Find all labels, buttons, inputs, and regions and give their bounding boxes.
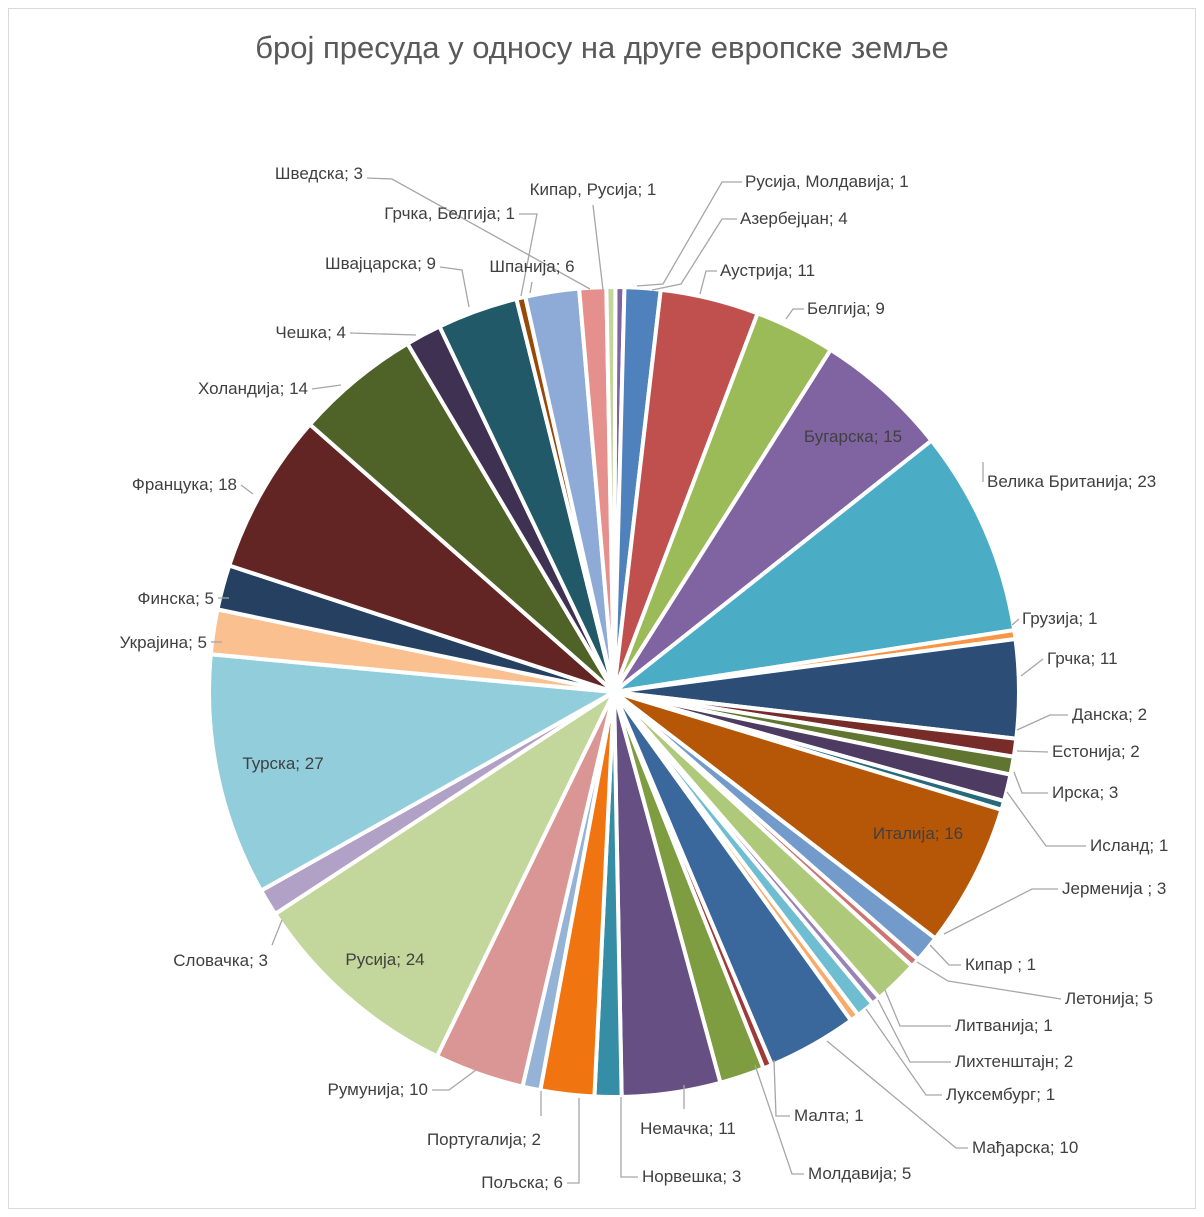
pie-slice <box>612 347 934 694</box>
slice-label: Турска; 27 <box>242 754 323 773</box>
leader-line <box>271 919 283 946</box>
leader-line <box>366 177 591 290</box>
leader-line <box>439 266 470 308</box>
leader-line <box>240 484 254 495</box>
leader-line <box>349 332 417 336</box>
leader-line <box>636 181 742 287</box>
slice-label: Пољска; 6 <box>481 1173 563 1192</box>
slice-label: Финска; 5 <box>138 589 214 608</box>
leader-line <box>311 384 342 390</box>
slice-label: Русија; 24 <box>345 950 424 969</box>
pie-slice <box>207 652 616 893</box>
leader-line <box>1016 750 1049 753</box>
slice-label: Естонија; 2 <box>1052 742 1140 761</box>
pie-slice <box>604 284 618 694</box>
slice-label: Кипар, Русија; 1 <box>530 180 657 199</box>
pie-slices <box>207 284 1021 1100</box>
slice-label: Лихтенштајн; 2 <box>955 1052 1073 1071</box>
slice-label: Луксембург; 1 <box>946 1085 1055 1104</box>
leader-line <box>529 281 533 294</box>
leader-line <box>884 989 951 1027</box>
pie-slice <box>612 690 1004 941</box>
leader-lines <box>211 177 1086 1184</box>
leader-line <box>943 888 1058 935</box>
pie-slice <box>227 422 616 694</box>
slice-label: Кипар ; 1 <box>965 955 1036 974</box>
leader-line <box>1011 618 1020 626</box>
leader-line <box>1013 771 1048 794</box>
slice-label: Азербејџан; 4 <box>740 209 848 228</box>
leader-line <box>592 204 604 291</box>
slice-label: Литванија; 1 <box>955 1016 1053 1035</box>
slice-label: Италија; 16 <box>873 824 963 843</box>
leader-line <box>519 213 538 297</box>
leader-line <box>785 308 804 320</box>
slice-label: Грчка; 11 <box>1047 649 1118 668</box>
leader-line <box>432 1069 477 1091</box>
leader-line <box>916 961 1062 1000</box>
leader-line <box>699 270 717 295</box>
leader-line <box>651 218 737 291</box>
leader-line <box>1020 658 1044 677</box>
slice-label: Бугарска; 15 <box>804 427 902 446</box>
pie-slice <box>612 438 1017 694</box>
slice-label: Молдавија; 5 <box>808 1164 911 1183</box>
slice-label: Шпанија; 6 <box>489 257 574 276</box>
slice-label: Чешка; 4 <box>275 323 346 342</box>
slice-label: Грчка, Белгија; 1 <box>384 204 515 223</box>
slice-label: Русија, Молдавија; 1 <box>745 172 909 191</box>
pie-slice <box>273 690 616 1059</box>
chart-frame <box>8 8 1196 1209</box>
slice-label: Данска; 2 <box>1072 705 1147 724</box>
leader-line <box>620 1097 638 1178</box>
leader-line <box>865 1008 942 1096</box>
slice-label: Швајцарска; 9 <box>325 254 436 273</box>
leader-line <box>1016 714 1068 731</box>
slice-labels: Русија, Молдавија; 1 Азербејџан; 4 Аустриј… <box>120 164 1169 1192</box>
slice-label: Мађарска; 10 <box>972 1138 1078 1157</box>
leader-line <box>877 999 951 1063</box>
slice-label: Румунија; 10 <box>328 1080 429 1099</box>
slice-label: Холандија; 14 <box>198 379 308 398</box>
slice-label: Ирска; 3 <box>1052 783 1118 802</box>
slice-label: Немачка; 11 <box>640 1119 736 1138</box>
leader-line <box>1006 791 1086 847</box>
slice-label: Францука; 18 <box>132 475 237 494</box>
slice-label: Шведска; 3 <box>275 164 363 183</box>
slice-label: Велика Британија; 23 <box>987 472 1156 491</box>
leader-line <box>929 944 961 966</box>
slice-label: Летонија; 5 <box>1065 989 1153 1008</box>
slice-label: Јерменија ; 3 <box>1062 879 1166 898</box>
slice-label: Португалија; 2 <box>427 1130 541 1149</box>
leader-line <box>567 1098 580 1184</box>
slice-label: Исланд; 1 <box>1090 836 1168 855</box>
slice-label: Грузија; 1 <box>1022 609 1097 628</box>
leader-line <box>826 1040 968 1149</box>
slice-label: Аустрија; 11 <box>720 261 815 280</box>
slice-label: Белгија; 9 <box>807 299 885 318</box>
chart-title: број пресуда у односу на друге европске … <box>255 30 949 65</box>
slice-label: Норвешка; 3 <box>642 1167 741 1186</box>
slice-label: Словачка; 3 <box>173 951 268 970</box>
slice-label: Малта; 1 <box>794 1106 864 1125</box>
slice-label: Украјина; 5 <box>120 633 207 652</box>
leader-line <box>754 1064 804 1175</box>
leader-line <box>773 1059 790 1117</box>
